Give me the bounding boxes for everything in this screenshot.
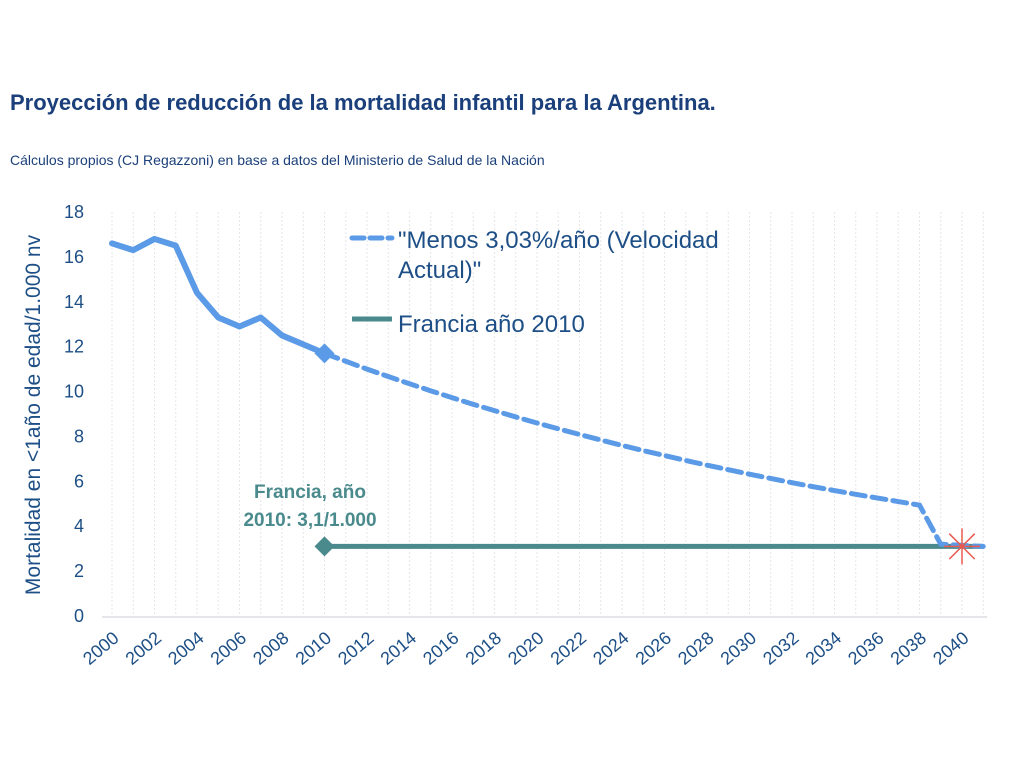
x-tick-label: 2038 <box>887 628 931 669</box>
x-tick-label: 2008 <box>249 628 293 669</box>
x-tick-label: 2034 <box>802 628 846 669</box>
x-tick-label: 2024 <box>589 628 633 669</box>
y-axis: 0 2 4 6 8 10 12 14 16 18 <box>64 202 84 626</box>
y-tick-label: 6 <box>74 471 84 491</box>
annotation-line-2: 2010: 3,1/1.000 <box>243 510 376 531</box>
x-tick-label: 2016 <box>419 628 463 669</box>
y-tick-label: 4 <box>74 516 84 536</box>
x-tick-label: 2006 <box>207 628 251 669</box>
series-lines <box>109 235 986 549</box>
x-tick-label: 2000 <box>79 628 123 669</box>
y-tick-label: 18 <box>64 202 84 222</box>
page-title: Proyección de reducción de la mortalidad… <box>10 90 716 115</box>
legend-label-projection: "Menos 3,03%/año (Velocidad Actual)" <box>398 227 719 284</box>
x-tick-label: 2012 <box>334 628 378 669</box>
marker-argentina-2010 <box>314 343 335 364</box>
x-tick-label: 2036 <box>844 628 888 669</box>
x-tick-label: 2010 <box>292 628 336 669</box>
y-tick-label: 2 <box>74 561 84 581</box>
marker-ray <box>948 533 976 560</box>
x-tick-label: 2002 <box>122 628 166 669</box>
y-tick-label: 0 <box>74 606 84 626</box>
series-projection-line <box>322 350 986 549</box>
vertical-grid <box>111 212 984 616</box>
x-tick-label: 2018 <box>462 628 506 669</box>
x-tick-label: 2004 <box>164 628 208 669</box>
x-tick-label: 2014 <box>377 628 421 669</box>
y-tick-label: 16 <box>64 247 84 267</box>
y-tick-label: 8 <box>74 426 84 446</box>
legend-label-francia: Francia año 2010 <box>398 311 585 338</box>
legend: "Menos 3,03%/año (Velocidad Actual)" Fran… <box>349 227 719 338</box>
legend-label-projection-line: "Menos 3,03%/año (Velocidad <box>398 227 719 254</box>
x-axis: 2000200220042006200820102012201420162018… <box>79 616 988 669</box>
y-tick-label: 14 <box>64 292 84 312</box>
series-observed-line <box>109 235 328 357</box>
annotation-line-1: Francia, año <box>254 482 366 503</box>
x-tick-label: 2032 <box>759 628 803 669</box>
page-subtitle: Cálculos propios (CJ Regazzoni) en base … <box>10 152 545 168</box>
marker-francia-2010 <box>314 536 335 557</box>
x-tick-label: 2026 <box>632 628 676 669</box>
x-tick-label: 2040 <box>929 628 973 669</box>
x-tick-label: 2022 <box>547 628 591 669</box>
y-tick-label: 10 <box>64 382 84 402</box>
x-tick-label: 2028 <box>674 628 718 669</box>
x-tick-label: 2020 <box>504 628 548 669</box>
x-tick-label: 2030 <box>717 628 761 669</box>
markers <box>314 343 980 565</box>
y-tick-label: 12 <box>64 337 84 357</box>
y-axis-label: Mortalidad en <1año de edad/1.000 nv <box>22 234 45 595</box>
legend-label-projection-line: Actual)" <box>398 257 481 284</box>
marker-intersection <box>944 528 980 565</box>
annotation-francia: Francia, año 2010: 3,1/1.000 <box>243 482 376 531</box>
